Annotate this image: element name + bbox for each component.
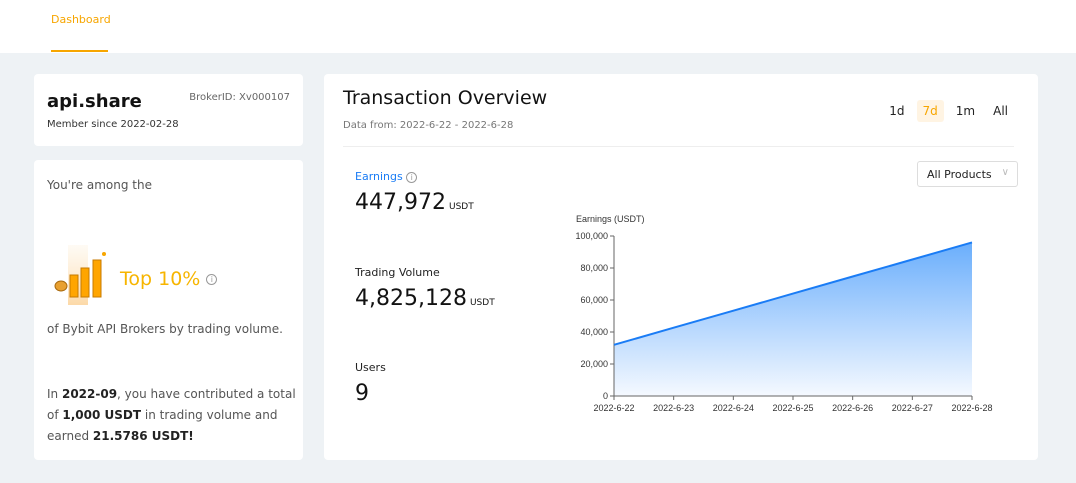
earnings-label: Earnings i [355, 170, 418, 183]
users-value: 9 [355, 381, 369, 406]
area-fill [614, 242, 972, 396]
rank-value: Top 10% i [120, 268, 218, 290]
x-tick-label: 2022-6-22 [593, 403, 634, 413]
rank-text: Top 10% [120, 268, 201, 290]
y-tick-label: 80,000 [580, 263, 608, 273]
rank-intro: You're among the [47, 178, 152, 192]
y-tick-label: 40,000 [580, 327, 608, 337]
y-tick-label: 100,000 [575, 231, 608, 241]
broker-id: BrokerID: Xv000107 [189, 92, 290, 103]
period-all[interactable]: All [993, 104, 1008, 118]
account-name: api.share [47, 91, 142, 112]
x-tick-label: 2022-6-23 [653, 403, 694, 413]
earnings-value: 447,972 USDT [355, 190, 474, 215]
rank-suffix: of Bybit API Brokers by trading volume. [47, 322, 283, 336]
volume-value: 4,825,128 USDT [355, 286, 495, 311]
info-icon[interactable]: i [206, 274, 218, 285]
chevron-down-icon: ∨ [1001, 167, 1009, 178]
contribution-text: In 2022-09, you have contributed a total… [47, 387, 296, 443]
top-nav: Dashboard [0, 0, 1076, 53]
users-label: Users [355, 361, 386, 374]
data-range: Data from: 2022-6-22 - 2022-6-28 [343, 120, 514, 131]
y-axis-title: Earnings (USDT) [576, 214, 645, 224]
active-tab-indicator [51, 50, 108, 52]
period-7d[interactable]: 7d [916, 100, 944, 122]
divider [343, 146, 1014, 147]
y-tick-label: 20,000 [580, 359, 608, 369]
period-1m[interactable]: 1m [955, 104, 976, 118]
x-tick-label: 2022-6-28 [951, 403, 992, 413]
period-selector: 1d 7d 1m All [883, 100, 1014, 122]
page-title: Transaction Overview [343, 87, 548, 109]
y-tick-label: 60,000 [580, 295, 608, 305]
x-tick-label: 2022-6-24 [713, 403, 754, 413]
x-tick-label: 2022-6-26 [832, 403, 873, 413]
period-1d[interactable]: 1d [889, 104, 905, 118]
y-tick-label: 0 [603, 391, 608, 401]
rank-card: You're among the Top 10% i of Bybit API … [34, 160, 303, 460]
x-tick-label: 2022-6-27 [892, 403, 933, 413]
profile-card: api.share Member since 2022-02-28 Broker… [34, 74, 303, 146]
tab-dashboard[interactable]: Dashboard [51, 13, 111, 26]
bar-chart-trophy-icon [54, 245, 106, 305]
product-select[interactable]: All Products ∨ [917, 161, 1018, 187]
x-tick-label: 2022-6-25 [772, 403, 813, 413]
series-line [613, 241, 973, 346]
member-since: Member since 2022-02-28 [47, 119, 179, 130]
volume-label: Trading Volume [355, 266, 440, 279]
info-icon[interactable]: i [406, 171, 418, 183]
